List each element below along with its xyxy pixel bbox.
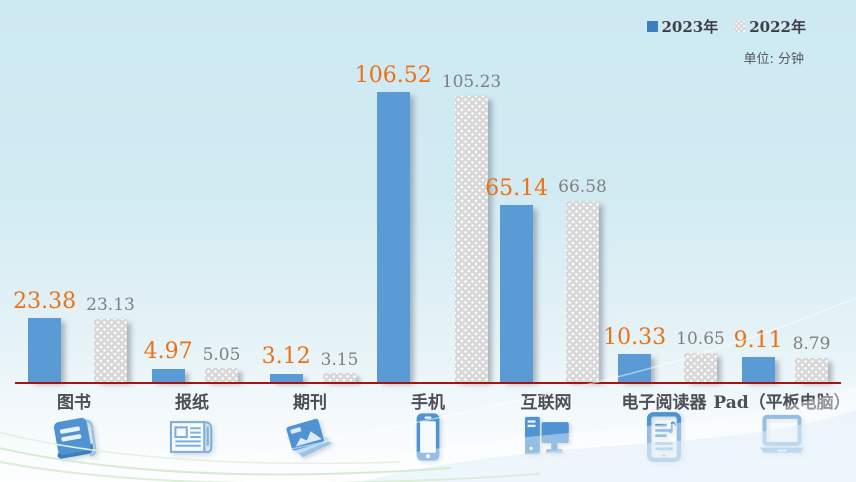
value-label-2022年: 5.05 <box>202 344 241 365</box>
value-label-2023年: 65.14 <box>485 175 549 201</box>
legend: 2023年 2022年 <box>646 16 806 37</box>
bar-group: 106.52 105.23 <box>355 63 501 382</box>
bar-with-label: 4.97 <box>144 340 193 382</box>
bar-2022年 <box>454 95 488 382</box>
bar-with-label: 65.14 <box>485 175 549 382</box>
category-icon-cell <box>251 409 369 465</box>
value-label-2022年: 3.15 <box>320 349 359 370</box>
bar-2023年 <box>618 353 652 382</box>
category-icon-cell <box>605 409 723 465</box>
bar-2022年 <box>794 358 828 382</box>
magazine-icon <box>286 418 332 458</box>
bar-with-label: 9.11 <box>733 328 783 382</box>
bar-group: 9.11 8.79 <box>723 328 841 382</box>
ereader-icon <box>646 412 682 462</box>
value-label-2023年: 23.38 <box>13 289 77 315</box>
legend-item-2023: 2023年 <box>646 16 719 37</box>
category-label-cell: 图书 <box>15 388 133 413</box>
category-icon-cell <box>369 409 487 465</box>
book-icon <box>53 417 97 459</box>
bar-2022年 <box>683 353 717 382</box>
unit-label: 单位: 分钟 <box>743 52 804 67</box>
laptop-icon <box>760 414 804 453</box>
category-icons-row <box>15 409 841 465</box>
bar-2023年 <box>741 357 775 382</box>
bar-with-label: 10.65 <box>676 330 725 382</box>
bar-2023年 <box>28 318 62 382</box>
value-label-2023年: 106.52 <box>354 62 432 88</box>
smartphone-icon <box>416 413 440 461</box>
category-icon-cell <box>133 409 251 465</box>
bar-2022年 <box>204 368 238 382</box>
x-axis-line <box>15 382 841 384</box>
category-icon-cell <box>723 409 841 465</box>
category-icon-cell <box>15 409 133 465</box>
bar-2023年 <box>376 92 410 382</box>
value-label-2022年: 10.65 <box>676 329 725 350</box>
value-label-2023年: 4.97 <box>143 339 193 365</box>
bar-with-label: 23.38 <box>13 289 77 382</box>
bar-group: 23.38 23.13 <box>13 289 135 382</box>
bar-group: 10.33 10.65 <box>603 324 725 382</box>
plot-area: 23.38 23.13 4.97 5.05 3.12 3.15 106.52 105.23 65… <box>13 40 841 382</box>
legend-label-2023: 2023年 <box>661 18 719 36</box>
bar-2023年 <box>500 204 534 382</box>
bar-group: 3.12 3.15 <box>251 345 369 382</box>
value-label-2023年: 9.11 <box>733 328 783 354</box>
desktop-computer-icon <box>525 416 569 455</box>
bar-2022年 <box>322 373 356 382</box>
bar-with-label: 3.12 <box>262 345 311 382</box>
value-label-2022年: 105.23 <box>441 71 502 92</box>
bar-2022年 <box>565 200 599 382</box>
value-label-2023年: 10.33 <box>603 324 667 350</box>
bar-with-label: 106.52 <box>354 62 432 382</box>
bar-group: 4.97 5.05 <box>133 340 251 382</box>
bar-with-label: 8.79 <box>792 334 831 382</box>
legend-item-2022: 2022年 <box>734 16 806 37</box>
value-label-2022年: 8.79 <box>792 334 831 355</box>
bar-with-label: 3.15 <box>320 349 359 382</box>
legend-swatch-2023-icon <box>646 21 658 32</box>
bar-with-label: 5.05 <box>202 344 241 382</box>
value-label-2022年: 23.13 <box>86 295 135 316</box>
newspaper-icon <box>169 421 213 454</box>
value-label-2022年: 66.58 <box>558 177 607 198</box>
legend-label-2022: 2022年 <box>749 18 806 36</box>
legend-swatch-2022-icon <box>734 21 746 32</box>
bar-2023年 <box>151 368 185 382</box>
bar-2023年 <box>269 373 303 382</box>
bar-group: 65.14 66.58 <box>485 175 607 382</box>
category-icon-cell <box>487 409 605 465</box>
bar-with-label: 66.58 <box>558 178 607 382</box>
category-label: 图书 <box>57 393 91 413</box>
bar-2022年 <box>93 319 127 382</box>
bar-with-label: 10.33 <box>603 324 667 382</box>
bar-with-label: 23.13 <box>86 296 135 382</box>
value-label-2023年: 3.12 <box>261 344 311 370</box>
